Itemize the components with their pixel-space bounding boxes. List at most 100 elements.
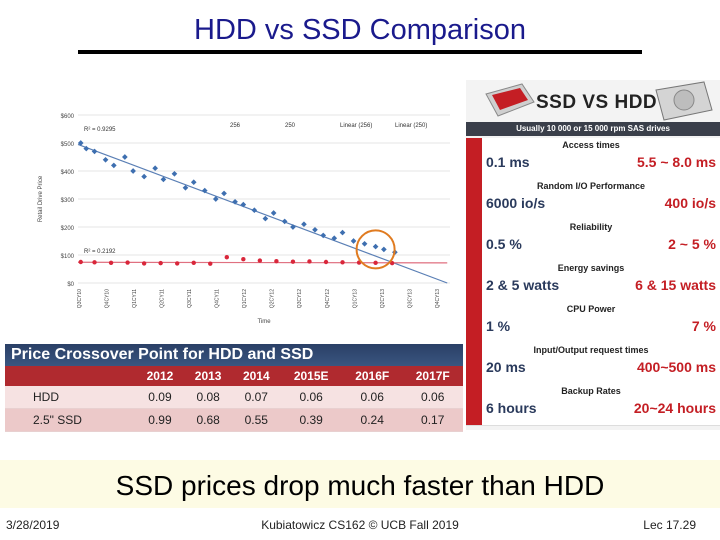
- row-category: Random I/O Performance: [536, 181, 646, 191]
- row-notes: [538, 363, 648, 379]
- ssd-256-point: [201, 187, 208, 194]
- price-table-grid: 2012 2013 2014 2015E 2016F 2017F HDD 0.0…: [5, 366, 463, 433]
- table-row: 2.5" SSD 0.99 0.68 0.55 0.39 0.24 0.17: [5, 408, 463, 433]
- hdd-250-point: [108, 260, 114, 266]
- table-header-cell: 2012: [135, 366, 185, 386]
- table-cell: 0.06: [402, 386, 463, 409]
- row-category: Energy savings: [557, 263, 625, 273]
- r-squared-ssd: R² = 0.9295: [84, 127, 116, 133]
- infographic-title: SSD VS HDD: [536, 92, 658, 113]
- hdd-value: 400~500 ms: [636, 359, 716, 375]
- ssd-256-point: [361, 240, 368, 247]
- ssd-256-point: [281, 218, 288, 225]
- row-label: HDD: [5, 386, 136, 409]
- y-tick-label: $0: [67, 282, 74, 288]
- hdd-250-point: [257, 258, 263, 263]
- table-header-cell: 2015E: [280, 366, 342, 386]
- row-label: 2.5" SSD: [5, 408, 136, 433]
- hdd-250-point: [191, 260, 196, 266]
- ssd-256-point: [152, 165, 158, 172]
- ssd-256-point: [110, 162, 117, 169]
- hdd-250-point: [92, 260, 97, 265]
- ssd-256-point: [171, 170, 178, 177]
- x-tick-label: Q3CY12: [297, 289, 303, 308]
- row-accent: [466, 384, 482, 425]
- crossover-highlight: [355, 229, 396, 270]
- x-tick-label: Q2CY11: [159, 289, 165, 308]
- ssd-drive-image: [485, 83, 535, 117]
- hdd-250-point: [340, 260, 345, 265]
- r-squared-hdd: R² = 0.2192: [84, 249, 116, 255]
- table-header-cell: 2014: [232, 366, 281, 386]
- price-trend-chart: $0 $100 $200 $300 $400 $500 $600 Q3CY10 Q4CY10 Q1…: [30, 105, 460, 330]
- x-axis-label: Time: [257, 319, 271, 325]
- caption-background: [0, 460, 720, 508]
- hdd-250-point: [224, 255, 229, 260]
- ssd-256-point: [270, 210, 277, 216]
- infographic-row: Input/Output request times 20 ms 400~500 m…: [466, 343, 720, 385]
- hdd-250-point: [241, 257, 246, 262]
- table-cell: 0.06: [280, 386, 342, 409]
- row-notes: [538, 404, 648, 420]
- title-divider: [78, 50, 642, 54]
- x-tick-label: Q1CY13: [352, 289, 358, 308]
- hdd-250-point: [373, 260, 378, 266]
- hdd-250-point: [78, 259, 83, 265]
- ssd-256-point: [221, 190, 227, 197]
- table-header-cell: [5, 366, 136, 386]
- table-cell: 0.07: [232, 386, 281, 409]
- hdd-250-point: [125, 260, 130, 265]
- ssd-256-point: [372, 243, 379, 250]
- y-tick-label: $100: [61, 254, 75, 260]
- hdd-250-point: [208, 261, 213, 266]
- ssd-256-point: [232, 198, 238, 205]
- ssd-256-point: [339, 229, 346, 236]
- infographic-row: CPU Power 1 % 7 %: [466, 302, 720, 344]
- ssd-value: 6000 io/s: [486, 195, 546, 211]
- footer-course: Kubiatowicz CS162 © UCB Fall 2019: [261, 518, 459, 532]
- footer-date: 3/28/2019: [6, 518, 60, 532]
- hdd-value: 5.5 ~ 8.0 ms: [636, 154, 716, 170]
- ssd-256-point: [190, 179, 197, 186]
- hdd-trendline: [77, 261, 448, 264]
- ssd-vs-hdd-infographic: SSD VS HDD Usually 10 000 or 15 000 rpm …: [466, 80, 720, 430]
- ssd-256-point: [83, 145, 90, 152]
- y-axis-label: Retail Drive Price: [38, 175, 44, 222]
- row-notes: [538, 158, 648, 174]
- table-cell: 0.06: [341, 386, 403, 409]
- x-tick-label: Q4CY12: [325, 289, 331, 308]
- x-tick-label: Q4CY11: [215, 289, 221, 308]
- hdd-250-point: [274, 258, 279, 264]
- row-accent: [466, 220, 482, 261]
- table-cell: 0.09: [135, 386, 185, 409]
- hdd-250-point: [175, 261, 180, 266]
- x-tick-label: Q3CY10: [77, 289, 83, 308]
- slide-caption: SSD prices drop much faster than HDD: [115, 470, 605, 501]
- row-accent: [466, 261, 482, 302]
- ssd-256-point: [312, 226, 318, 233]
- hdd-250-point: [290, 259, 296, 264]
- hdd-250-point: [307, 259, 312, 264]
- ssd-256-point: [301, 221, 307, 228]
- ssd-value: 6 hours: [486, 400, 537, 416]
- ssd-trendline: [77, 143, 448, 284]
- legend-entry: 256: [230, 123, 241, 129]
- ssd-256-point: [331, 235, 338, 242]
- y-tick-label: $200: [61, 226, 75, 232]
- x-tick-label: Q3CY11: [187, 289, 193, 308]
- hdd-value: 7 %: [691, 318, 716, 334]
- infographic-row: Access times 0.1 ms 5.5 ~ 8.0 ms: [466, 138, 720, 180]
- slide-title: HDD vs SSD Comparison: [194, 14, 526, 46]
- ssd-256-point: [160, 176, 167, 183]
- ssd-value: 2 & 5 watts: [486, 277, 560, 293]
- row-category: Input/Output request times: [533, 345, 649, 355]
- table-cell: 0.55: [232, 408, 281, 433]
- ssd-256-point: [262, 215, 269, 222]
- infographic-row: Random I/O Performance 6000 io/s 400 io/s: [466, 179, 720, 221]
- x-tick-label: Q4CY10: [104, 289, 110, 308]
- table-title: Price Crossover Point for HDD and SSD: [5, 344, 463, 366]
- x-tick-label: Q3CY13: [407, 289, 413, 308]
- x-tick-label: Q1CY12: [242, 289, 248, 308]
- table-header-cell: 2017F: [402, 366, 463, 386]
- x-tick-label: Q1CY11: [132, 289, 138, 308]
